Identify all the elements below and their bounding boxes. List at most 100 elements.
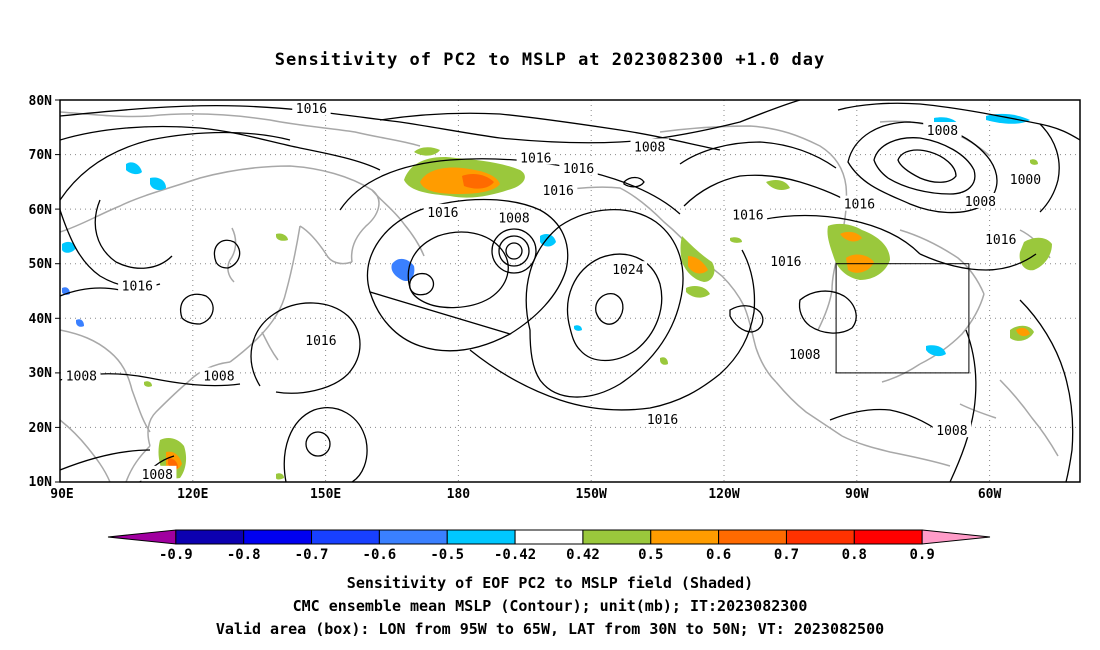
contour-label: 1016	[985, 233, 1016, 248]
lon-label: 60W	[978, 487, 1002, 502]
contour-label: 101	[1087, 203, 1100, 218]
contour-label-bg	[766, 252, 806, 268]
colorbar-swatch	[514, 529, 584, 545]
contour-label-bg	[728, 206, 768, 222]
colorbar-label: 0.6	[706, 547, 731, 563]
lon-label: 180	[447, 487, 471, 502]
contour-label-bg	[961, 192, 1000, 208]
lat-ticks	[55, 99, 60, 483]
colorbar-label: 0.8	[842, 547, 867, 563]
colorbar-label: 0.7	[774, 547, 799, 563]
caption-contour: CMC ensemble mean MSLP (Contour); unit(m…	[292, 597, 808, 615]
contour-label-bg	[981, 231, 1020, 247]
caption-valid-area: Valid area (box): LON from 95W to 65W, L…	[215, 620, 885, 638]
contour-label: 1016	[844, 198, 875, 213]
contour-label: 1024	[612, 263, 643, 278]
colorbar-swatch	[582, 529, 652, 545]
contour-label-bg	[608, 261, 648, 277]
contour-label-bg	[118, 277, 157, 293]
contour-label: 1008	[965, 195, 996, 210]
colorbar	[107, 529, 991, 545]
lon-label: 90E	[50, 487, 73, 502]
colorbar-label: -0.7	[295, 547, 329, 563]
contour-label: 1008	[927, 124, 958, 139]
contour-label: 1016	[427, 206, 458, 221]
lon-label: 90W	[845, 487, 869, 502]
colorbar-swatch	[311, 529, 380, 545]
lat-label: 30N	[29, 366, 53, 381]
contour-label: 1008	[203, 370, 234, 385]
contour-label: 1016	[770, 255, 801, 270]
lat-label: 20N	[29, 421, 53, 436]
plot-frame	[59, 99, 1081, 483]
contour-label-bg	[292, 100, 331, 116]
mslp-contours	[60, 100, 1080, 482]
valid-area-box	[835, 263, 970, 374]
lat-label: 10N	[29, 475, 53, 490]
contour-label: 1008	[142, 468, 173, 483]
lat-label: 60N	[29, 203, 53, 218]
colorbar-label: -0.6	[363, 547, 397, 563]
colorbar-label: -0.42	[494, 547, 536, 563]
contour-label: 1016	[122, 280, 153, 295]
contour-label-bg	[538, 182, 578, 198]
lat-label: 40N	[29, 312, 53, 327]
contour-label-bg	[643, 411, 682, 427]
colorbar-label: 0.5	[638, 547, 663, 563]
contour-label-bg	[423, 203, 463, 219]
contour-label-bg	[630, 138, 669, 154]
colorbar-label: 0.9	[910, 547, 935, 563]
lon-label: 150W	[576, 487, 607, 502]
contour-label: 1016	[732, 209, 763, 224]
colorbar-swatch	[175, 529, 245, 545]
contour-label: 1008	[634, 140, 665, 155]
colorbar-swatch	[243, 529, 313, 545]
contour-label-bg	[494, 209, 534, 225]
colorbar-label: 0.42	[566, 547, 600, 563]
contour-label: 1016	[563, 162, 594, 177]
contour-label-bg	[1084, 201, 1100, 216]
lat-label: 70N	[29, 148, 53, 163]
contour-label-bg	[199, 367, 239, 383]
contour-label-bg	[840, 195, 879, 211]
contour-labels: 1016 1008 1016 1016 1016 1016 1008 1016 1008 1000…	[62, 100, 1100, 483]
contour-label: 1016	[647, 413, 678, 428]
contour-label-bg	[138, 465, 177, 481]
contour-label: 1016	[305, 334, 336, 349]
lon-label: 120E	[177, 487, 208, 502]
contour-label-bg	[923, 122, 962, 138]
lon-labels: 90E 120E 150E 180 150W 120W 90W 60W	[50, 487, 1001, 502]
colorbar-swatch	[446, 529, 516, 545]
colorbar-swatch	[853, 529, 923, 545]
contour-label: 1008	[498, 211, 529, 226]
contour-label: 1016	[520, 151, 551, 166]
coastlines	[60, 111, 1059, 482]
colorbar-swatch	[921, 529, 991, 545]
caption-shading: Sensitivity of EOF PC2 to MSLP field (Sh…	[346, 574, 754, 592]
contour-label-bg	[1006, 171, 1045, 187]
colorbar-swatch	[718, 529, 787, 545]
colorbar-swatch	[785, 529, 855, 545]
contour-label-bg	[559, 160, 598, 176]
map-title: Sensitivity of PC2 to MSLP at 2023082300…	[274, 50, 826, 70]
colorbar-labels: -0.9 -0.8 -0.7 -0.6 -0.5 -0.42 0.42 0.5 0.6 0.7 0.…	[159, 547, 935, 563]
contour-label-bg	[62, 367, 101, 383]
contour-label: 1000	[1010, 173, 1041, 188]
colorbar-swatch	[378, 529, 448, 545]
contour-label-bg	[301, 332, 341, 348]
sensitivity-shading	[62, 113, 1052, 480]
colorbar-label: -0.5	[430, 547, 464, 563]
colorbar-swatch	[107, 529, 177, 545]
contour-label: 1008	[66, 370, 97, 385]
contour-label: 1016	[296, 102, 327, 117]
contour-label-bg	[932, 422, 972, 438]
lat-label: 50N	[29, 257, 53, 272]
colorbar-label: -0.9	[159, 547, 193, 563]
contour-label: 1008	[936, 424, 967, 439]
lat-labels: 80N 70N 60N 50N 40N 30N 20N 10N	[29, 94, 53, 490]
contour-label: 1008	[789, 348, 820, 363]
lon-label: 120W	[708, 487, 739, 502]
lon-label: 150E	[310, 487, 341, 502]
colorbar-label: -0.8	[227, 547, 261, 563]
